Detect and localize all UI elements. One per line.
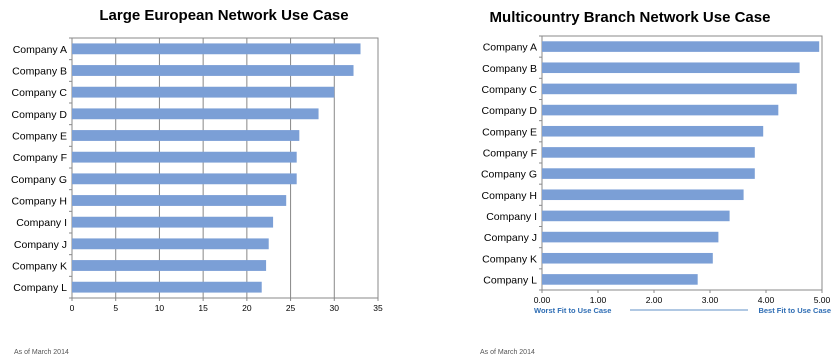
chart1-bar [72,151,297,163]
chart1-tick-label: 25 [286,303,296,313]
chart1-bar [72,260,267,271]
chart2-category-label: Company K [482,253,537,265]
chart1-bar [72,238,269,250]
chart1-bar [72,216,274,228]
chart2-category-label: Company G [481,169,537,181]
chart2-category-label: Company C [482,84,538,96]
chart1-category-label: Company B [12,66,67,78]
chart2-plot: 0.00 1.00 2.00 3.00 4.00 5.00 Company A Company… [481,35,831,305]
chart1-title: Large European Network Use Case [99,7,348,24]
chart2-bar [542,147,755,158]
chart2-category-label: Company A [483,42,537,54]
chart1-category-label: Company I [16,217,67,229]
chart1-category-label: Company H [12,196,67,208]
chart2-tick-label: 5.00 [814,295,831,305]
chart2-tick-label: 0.00 [534,295,551,305]
chart2-tick-label: 2.00 [646,295,663,305]
chart1-footnote: As of March 2014 [14,349,69,356]
chart2-footnote: As of March 2014 [480,349,535,356]
chart1-category-label: Company F [13,152,67,164]
chart2-bar [542,274,698,285]
chart1-bar [72,108,319,120]
chart2-bar [542,83,797,95]
chart2-axis-note-worst: Worst Fit to Use Case [534,306,611,315]
chart2-bar [542,41,820,52]
chart2-category-label: Company F [483,147,537,159]
chart1-tick-label: 35 [373,303,383,313]
chart2-bar [542,189,744,201]
chart2-tick-label: 1.00 [590,295,607,305]
chart1-category-label: Company A [13,44,67,56]
chart1-bar [72,86,335,98]
chart2-category-label: Company H [482,190,537,202]
chart2-bar [542,62,800,74]
chart1-category-label: Company C [12,87,68,99]
chart2-plot-frame [541,35,823,291]
chart2-title: Multicountry Branch Network Use Case [490,9,771,26]
chart2-axis-note-best: Best Fit to Use Case [758,306,831,315]
chart1-bar [72,65,354,76]
chart2-tick-label: 4.00 [758,295,775,305]
chart2-category-label: Company D [482,105,538,117]
chart2-bar [542,168,755,179]
chart1-bar [72,281,262,293]
chart1-category-label: Company G [11,174,67,186]
chart1-plot: 0 5 10 15 20 25 30 35 Company A Company B Company … [11,37,383,313]
chart1-tick-label: 15 [198,303,208,313]
chart2-tick-label: 3.00 [702,295,719,305]
chart2-bar [542,104,779,116]
chart2-bar [542,125,764,137]
chart1-bar [72,195,287,206]
chart1-bar [72,173,297,185]
chart2-category-label: Company I [486,211,537,223]
chart1-bar [72,43,361,55]
chart2-category-label: Company J [484,232,537,244]
chart1-bar [72,130,300,141]
chart1-tick-label: 20 [242,303,252,313]
chart1-tick-label: 5 [113,303,118,313]
chart1-tick-label: 30 [330,303,340,313]
chart1-plot-frame [71,37,379,299]
chart1-tick-label: 0 [70,303,75,313]
chart1-category-label: Company K [12,261,67,273]
chart1-category-label: Company J [14,239,67,251]
chart1-category-label: Company D [12,109,68,121]
chart1-tick-label: 10 [155,303,165,313]
chart2-category-label: Company E [482,126,537,138]
chart1-category-label: Company L [13,282,67,294]
chart1-category-label: Company E [12,131,67,143]
chart2-category-label: Company L [483,274,537,286]
chart2-category-label: Company B [482,63,537,75]
chart2-bar [542,252,713,264]
chart2-bar [542,231,719,243]
chart2-bar [542,210,730,222]
